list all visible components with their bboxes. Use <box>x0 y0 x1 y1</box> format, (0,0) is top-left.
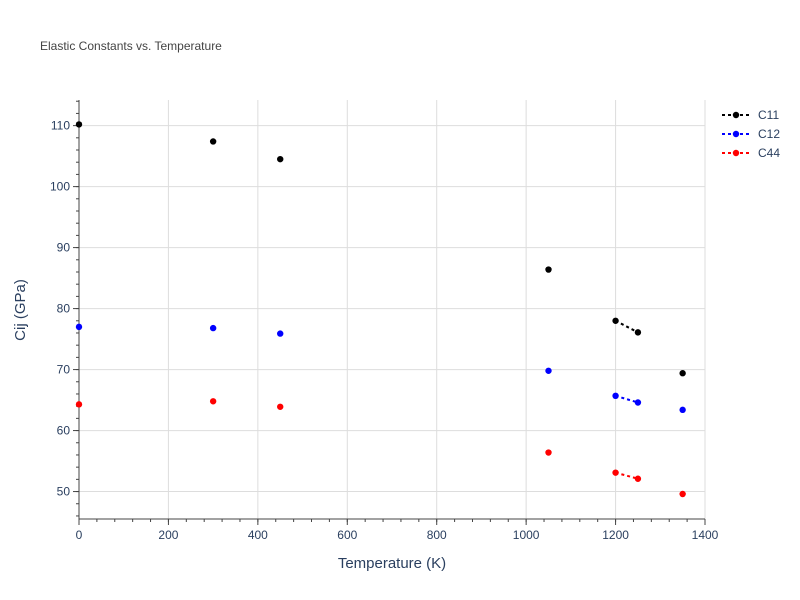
legend[interactable]: C11 C12 C44 <box>722 108 780 160</box>
x-tick-label: 200 <box>158 528 178 542</box>
chart-title: Elastic Constants vs. Temperature <box>40 39 222 53</box>
data-point-c12[interactable] <box>75 323 83 331</box>
data-point-c12[interactable] <box>612 392 619 400</box>
legend-swatch-marker <box>732 111 740 119</box>
x-axis-label: Temperature (K) <box>338 555 446 572</box>
x-tick-label: 1000 <box>513 528 540 542</box>
data-point-c11[interactable] <box>209 138 217 145</box>
data-point-c11[interactable] <box>634 329 642 336</box>
y-tick-label: 100 <box>50 180 70 194</box>
x-tick-label: 600 <box>337 528 357 542</box>
legend-swatch-marker <box>732 130 740 138</box>
y-axis-label: Cij (GPa) <box>12 279 29 341</box>
data-point-c11[interactable] <box>75 121 83 128</box>
y-tick-label: 70 <box>57 363 71 377</box>
data-point-c12[interactable] <box>545 367 552 374</box>
series-line-c44 <box>615 471 639 480</box>
data-point-c44[interactable] <box>277 403 284 410</box>
x-tick-label: 400 <box>248 528 268 542</box>
y-tick-label: 60 <box>57 424 71 438</box>
data-point-c11[interactable] <box>612 317 619 324</box>
y-tick-label: 80 <box>57 302 71 316</box>
series-c11 <box>75 121 686 377</box>
axes: 0 200 400 600 800 1000 1200 1400 50 60 70 80 90 100 11… <box>50 100 719 542</box>
data-point-c12[interactable] <box>634 399 642 406</box>
series-layer <box>75 121 686 498</box>
y-tick-label: 110 <box>51 119 70 133</box>
data-point-c11[interactable] <box>679 370 686 377</box>
data-point-c12[interactable] <box>679 406 686 414</box>
x-tick-label: 0 <box>76 528 83 542</box>
legend-swatch-marker <box>732 149 740 157</box>
x-tick-label: 1200 <box>602 528 629 542</box>
y-tick-label: 50 <box>57 485 71 499</box>
y-tick-label: 90 <box>57 241 71 255</box>
series-line-c12 <box>615 394 639 404</box>
series-c44 <box>75 398 686 498</box>
legend-item-c12[interactable]: C12 <box>722 127 780 141</box>
data-point-c11[interactable] <box>545 266 552 273</box>
series-line-c11 <box>615 319 639 334</box>
x-tick-label: 800 <box>427 528 447 542</box>
data-point-c12[interactable] <box>209 324 217 332</box>
legend-label: C11 <box>758 108 779 122</box>
data-point-c44[interactable] <box>75 401 83 408</box>
data-point-c44[interactable] <box>679 490 686 498</box>
legend-label: C12 <box>758 127 780 141</box>
data-point-c44[interactable] <box>209 398 217 405</box>
legend-label: C44 <box>758 146 780 160</box>
series-c12 <box>75 323 686 414</box>
data-point-c44[interactable] <box>634 475 642 482</box>
data-point-c11[interactable] <box>277 155 284 163</box>
legend-item-c11[interactable]: C11 <box>722 108 779 122</box>
x-tick-label: 1400 <box>692 528 719 542</box>
data-point-c44[interactable] <box>545 449 552 456</box>
legend-item-c44[interactable]: C44 <box>722 146 780 160</box>
grid <box>78 100 706 519</box>
data-point-c44[interactable] <box>612 469 619 476</box>
data-point-c12[interactable] <box>277 330 284 337</box>
